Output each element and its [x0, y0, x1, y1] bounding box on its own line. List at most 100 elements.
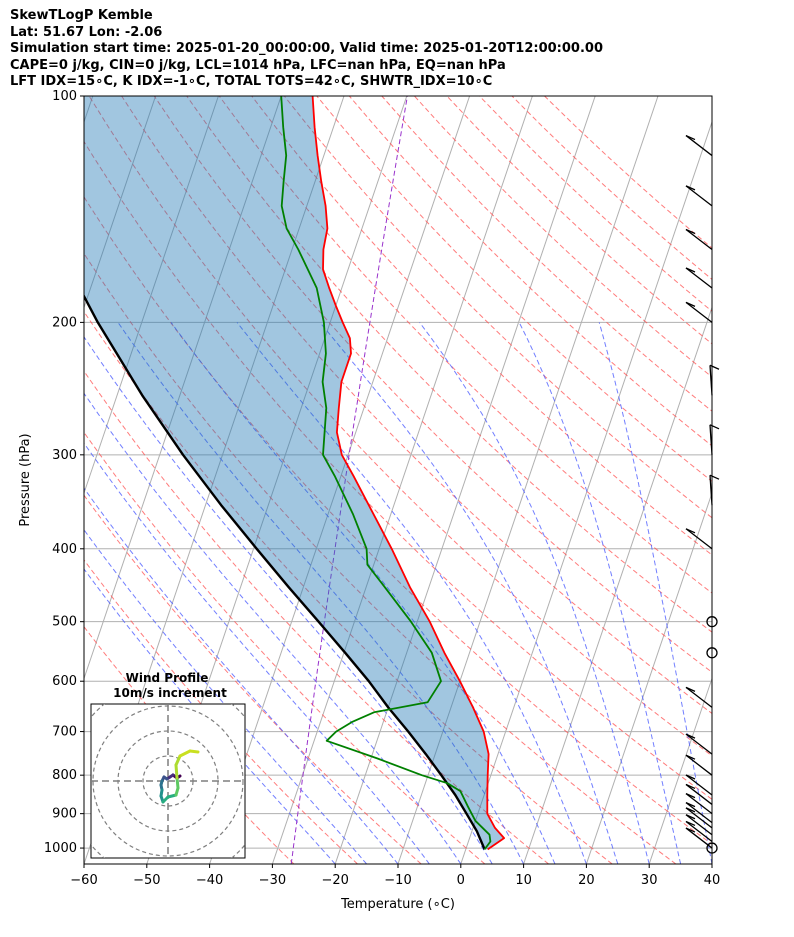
location-line: Lat: 51.67 Lon: -2.06: [10, 24, 163, 40]
y-tick-label: 300: [52, 448, 77, 463]
x-tick-label: −50: [133, 873, 160, 888]
wind-barb-flag: [685, 827, 696, 833]
y-tick-label: 1000: [44, 841, 77, 856]
wind-barb-flag: [685, 267, 696, 273]
wind-barb-flag: [685, 754, 696, 760]
hodograph-subtitle: 10m/s increment: [113, 686, 227, 700]
isotherm: [523, 305, 712, 864]
dry-adiabat: [544, 96, 712, 249]
calm-wind-circle: [706, 616, 718, 628]
y-tick-label: 900: [52, 807, 77, 822]
dry-adiabat: [121, 96, 712, 715]
moist-adiabat: [598, 322, 712, 864]
wind-barb-staff: [685, 814, 713, 836]
wind-barb-staff: [685, 301, 713, 323]
x-tick-label: −30: [259, 873, 286, 888]
dry-adiabat: [186, 96, 712, 633]
hodograph-segment: [188, 749, 200, 754]
convective-params-line: CAPE=0 j/kg, CIN=0 j/kg, LCL=1014 hPa, L…: [10, 57, 506, 73]
wind-barb-staff: [685, 135, 713, 157]
dry-adiabat: [381, 96, 712, 412]
x-tick-label: 30: [641, 873, 658, 888]
moist-adiabat: [84, 487, 399, 864]
isotherm: [648, 676, 712, 864]
hodograph-inset: Wind Profile 10m/s increment: [90, 671, 246, 859]
moist-adiabat: [84, 568, 336, 864]
wind-barb-flag: [685, 686, 696, 692]
dry-adiabat: [153, 96, 712, 673]
dewpoint-profile-line: [280, 96, 492, 850]
x-tick-label: 20: [578, 873, 595, 888]
wind-barb-staff: [685, 820, 713, 842]
cin-cape-shading: [84, 96, 504, 850]
wind-barb-staff: [709, 424, 713, 455]
dry-adiabat: [446, 96, 712, 345]
wind-barb-flag: [685, 134, 696, 141]
wind-barb-staff: [685, 793, 713, 815]
wind-barb-staff: [685, 807, 713, 829]
isotherm: [84, 96, 219, 495]
wind-barb-flag: [685, 185, 696, 191]
wind-barb-staff: [709, 365, 713, 396]
isotherm: [334, 96, 596, 864]
hodograph-segment: [175, 776, 180, 790]
y-tick-label: 100: [52, 89, 77, 104]
wind-barb-flag: [685, 814, 696, 820]
wind-barb-staff: [685, 774, 713, 796]
x-tick-label: −20: [321, 873, 348, 888]
x-axis-label: Temperature (∘C): [340, 897, 455, 912]
parcel-profile-line: [84, 293, 486, 850]
moist-adiabat: [84, 442, 430, 864]
x-tick-label: 0: [457, 873, 465, 888]
moist-adiabat: [84, 528, 367, 864]
y-tick-label: 400: [52, 542, 77, 557]
wind-barb-flag: [685, 301, 696, 307]
hodograph-title: Wind Profile: [126, 671, 209, 685]
isotherm: [711, 862, 712, 864]
y-tick-label: 800: [52, 768, 77, 783]
calm-wind-circle: [706, 842, 718, 854]
isotherm: [271, 96, 533, 864]
isotherm: [84, 96, 157, 310]
isotherm: [460, 120, 712, 864]
wind-barb-staff: [685, 733, 713, 755]
dry-adiabat: [348, 96, 712, 447]
wind-barb-flag: [709, 364, 720, 370]
wind-barb-flag: [709, 474, 720, 480]
wind-barb-flag: [709, 424, 720, 430]
calm-wind-circle: [706, 647, 718, 659]
wind-barb-flag: [685, 793, 696, 799]
dry-adiabat: [479, 96, 712, 312]
dry-adiabat: [84, 370, 549, 864]
wind-barb-staff: [685, 528, 713, 550]
time-line: Simulation start time: 2025-01-20_00:00:…: [10, 41, 603, 57]
isotherm: [84, 96, 94, 124]
wind-barb-staff: [685, 185, 713, 207]
hodograph-segment: [174, 763, 179, 780]
dry-adiabat: [218, 96, 712, 594]
moist-adiabat: [170, 322, 556, 864]
dry-adiabat: [84, 310, 613, 864]
isotherm: [585, 491, 712, 864]
wind-barb-flag: [685, 733, 696, 739]
x-tick-label: 40: [704, 873, 721, 888]
moist-adiabat: [84, 392, 462, 864]
x-tick-label: −60: [70, 873, 97, 888]
wind-barb-staff: [685, 267, 713, 289]
moist-adiabat: [319, 322, 619, 864]
dry-adiabat: [84, 252, 677, 864]
wind-barb-staff: [685, 783, 713, 805]
wind-barb-staff: [685, 827, 713, 849]
temperature-profile-line: [311, 96, 505, 851]
wind-barb-staff: [685, 228, 713, 251]
moist-adiabat: [419, 322, 650, 864]
x-tick-label: −40: [196, 873, 223, 888]
wind-barb-staff: [685, 754, 713, 776]
y-tick-label: 600: [52, 674, 77, 689]
y-axis-label: Pressure (hPa): [18, 433, 33, 526]
dry-adiabat: [84, 559, 358, 864]
chart-title: SkewTLogP Kemble: [10, 8, 153, 23]
dry-adiabat: [511, 96, 712, 281]
